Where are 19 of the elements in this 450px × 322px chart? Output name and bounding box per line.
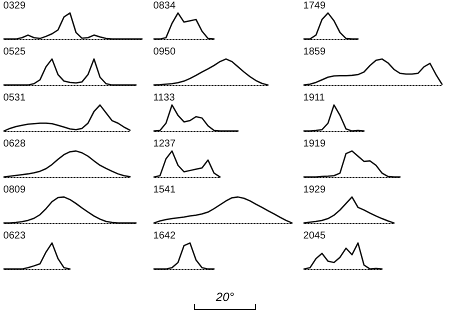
chart-title: 0329 — [3, 0, 26, 12]
chart-title: 1237 — [153, 138, 176, 150]
chart-title: 1919 — [303, 138, 326, 150]
chart-title: 1911 — [303, 92, 326, 104]
chart-title: 1859 — [303, 46, 326, 58]
chart-title: 0623 — [3, 230, 26, 242]
chart-title: 0950 — [153, 46, 176, 58]
chart-title: 1749 — [303, 0, 326, 12]
chart-title: 0525 — [3, 46, 26, 58]
chart-title: 0834 — [153, 0, 176, 12]
chart-title: 1642 — [153, 230, 176, 242]
chart-title: 1541 — [153, 184, 176, 196]
chart-title: 1929 — [303, 184, 326, 196]
chart-title: 1133 — [153, 92, 176, 104]
chart-title: 2045 — [303, 230, 326, 242]
text: 20° — [214, 290, 236, 304]
chart-title: 0628 — [3, 138, 26, 150]
chart-title: 0531 — [3, 92, 26, 104]
chart-title: 0809 — [3, 184, 26, 196]
